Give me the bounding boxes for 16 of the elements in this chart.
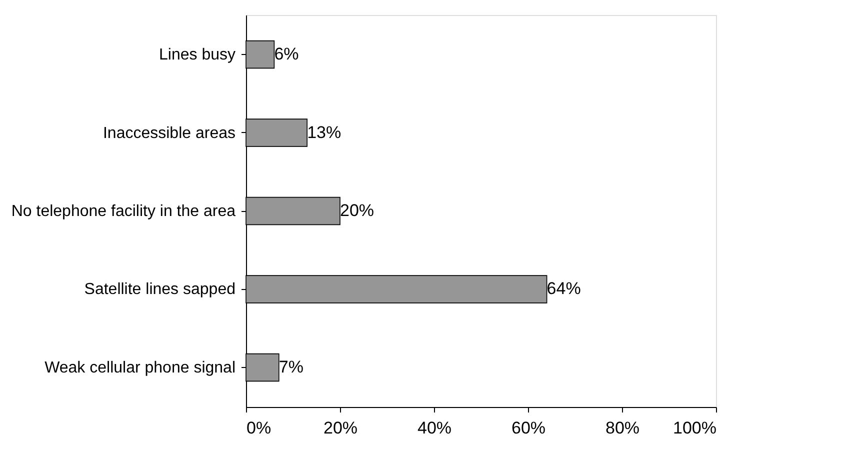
x-tick-label: 40% xyxy=(417,418,452,438)
x-tick-label: 80% xyxy=(605,418,640,438)
data-label: 7% xyxy=(278,357,304,376)
y-tick-label: No telephone facility in the area xyxy=(11,203,236,220)
data-label: 6% xyxy=(274,44,299,64)
data-label: 64% xyxy=(546,279,581,298)
y-tick-label: Lines busy xyxy=(159,46,236,64)
x-tick-label: 60% xyxy=(511,418,546,438)
data-label: 20% xyxy=(340,201,374,220)
y-tick-label: Satellite lines sapped xyxy=(84,281,236,298)
x-tick-label: 100% xyxy=(673,418,716,438)
y-tick-label: Inaccessible areas xyxy=(102,124,236,142)
y-tick-label: Weak cellular phone signal xyxy=(44,359,236,376)
x-tick-label: 0% xyxy=(246,418,272,438)
x-tick-label: 20% xyxy=(323,418,358,438)
data-label: 13% xyxy=(307,122,342,142)
